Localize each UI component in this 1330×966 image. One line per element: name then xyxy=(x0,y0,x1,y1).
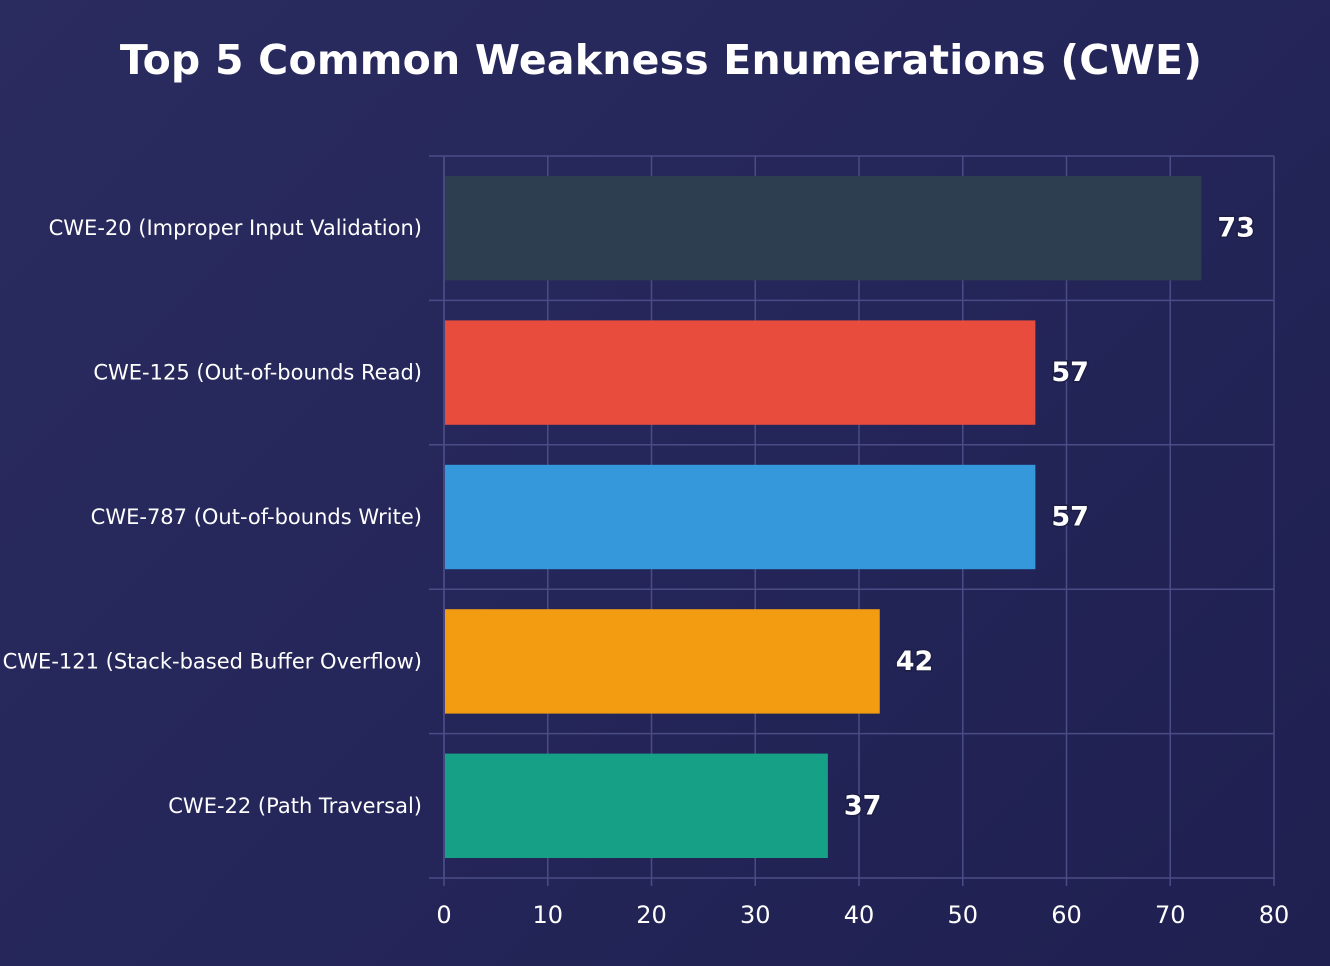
x-tick-label: 0 xyxy=(436,901,451,929)
value-label: 37 xyxy=(844,790,882,821)
bar xyxy=(445,753,828,858)
bar xyxy=(445,464,1036,570)
x-tick-label: 60 xyxy=(1051,901,1082,929)
value-label: 73 xyxy=(1217,213,1255,244)
x-tick-label: 40 xyxy=(844,901,875,929)
bar xyxy=(445,320,1036,425)
x-tick-label: 50 xyxy=(947,901,978,929)
x-tick-label: 70 xyxy=(1155,901,1186,929)
bar-layer xyxy=(445,176,1202,858)
x-tick-label: 10 xyxy=(532,901,563,929)
category-label: CWE-787 (Out-of-bounds Write) xyxy=(91,505,422,529)
value-label: 57 xyxy=(1051,502,1089,533)
label-layer: 0 10 20 30 40 50 60 70 80 CWE-20 (Improper Input … xyxy=(3,211,1290,929)
bar xyxy=(445,609,880,714)
value-label: 57 xyxy=(1051,357,1089,388)
category-label: CWE-125 (Out-of-bounds Read) xyxy=(93,361,422,385)
x-tick-label: 30 xyxy=(740,901,771,929)
chart-title: Top 5 Common Weakness Enumerations (CWE) xyxy=(119,36,1203,84)
bar xyxy=(445,176,1202,281)
category-label: CWE-20 (Improper Input Validation) xyxy=(49,216,422,240)
value-label: 42 xyxy=(896,646,934,677)
x-tick-label: 20 xyxy=(636,901,667,929)
category-label: CWE-121 (Stack-based Buffer Overflow) xyxy=(3,649,422,673)
x-tick-label: 80 xyxy=(1259,901,1290,929)
category-label: CWE-22 (Path Traversal) xyxy=(168,794,422,818)
